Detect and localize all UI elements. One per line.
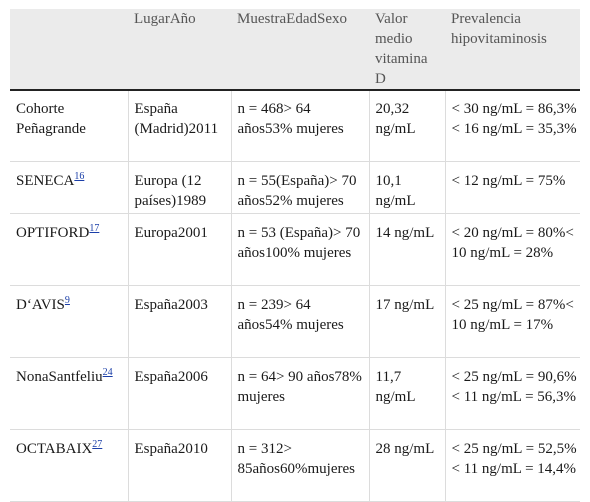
prevalencia-cell: < 25 ng/mL = 90,6%< 11 ng/mL = 56,3% bbox=[444, 357, 580, 430]
lugar-cell: Europa2001 bbox=[127, 213, 231, 286]
table-row: OCTABAIX27 España2010 n = 312> 85años60%… bbox=[10, 429, 580, 502]
table-row: OPTIFORD17 Europa2001 n = 53 (España)> 7… bbox=[10, 213, 580, 286]
reference-link[interactable]: 16 bbox=[74, 171, 85, 182]
header-row: LugarAño MuestraEdadSexo Valor medio vit… bbox=[10, 9, 580, 90]
header-prevalencia: Prevalencia hipovitaminosis bbox=[451, 11, 547, 47]
muestra-cell: n = 55(España)> 70 años52% mujeres bbox=[230, 161, 369, 214]
valor-cell: 10,1 ng/mL bbox=[368, 161, 445, 214]
table-row: SENECA16 Europa (12 países)1989 n = 55(E… bbox=[10, 161, 580, 214]
prevalencia-cell: < 12 ng/mL = 75% bbox=[444, 161, 580, 214]
table-row: Cohorte Peñagrande España (Madrid)2011 n… bbox=[10, 90, 580, 162]
study-name: D‘AVIS bbox=[16, 297, 65, 313]
header-valor-medio: Valor medio vitamina D bbox=[375, 11, 428, 87]
prevalencia-cell: < 30 ng/mL = 86,3%< 16 ng/mL = 35,3% bbox=[444, 90, 580, 162]
valor-cell: 17 ng/mL bbox=[368, 285, 445, 358]
valor-cell: 14 ng/mL bbox=[368, 213, 445, 286]
table-row: D‘AVIS9 España2003 n = 239> 64 años54% m… bbox=[10, 285, 580, 358]
lugar-cell: Europa (12 países)1989 bbox=[127, 161, 231, 214]
lugar-cell: España2006 bbox=[127, 357, 231, 430]
lugar-cell: España2010 bbox=[127, 429, 231, 502]
study-cell: Cohorte Peñagrande bbox=[10, 90, 128, 162]
valor-cell: 20,32 ng/mL bbox=[368, 90, 445, 162]
lugar-cell: España (Madrid)2011 bbox=[127, 90, 231, 162]
valor-cell: 28 ng/mL bbox=[368, 429, 445, 502]
prevalencia-cell: < 20 ng/mL = 80%< 10 ng/mL = 28% bbox=[444, 213, 580, 286]
vitamin-d-studies-table: LugarAño MuestraEdadSexo Valor medio vit… bbox=[10, 9, 580, 502]
muestra-cell: n = 64> 90 años78% mujeres bbox=[230, 357, 369, 430]
valor-cell: 11,7 ng/mL bbox=[368, 357, 445, 430]
table-body: Cohorte Peñagrande España (Madrid)2011 n… bbox=[10, 90, 580, 502]
header-muestra-edad-sexo: MuestraEdadSexo bbox=[237, 11, 347, 27]
study-cell: NonaSantfeliu24 bbox=[10, 358, 128, 430]
table-row: NonaSantfeliu24 España2006 n = 64> 90 añ… bbox=[10, 357, 580, 430]
reference-link[interactable]: 27 bbox=[92, 439, 103, 450]
table-header: LugarAño MuestraEdadSexo Valor medio vit… bbox=[10, 9, 580, 90]
muestra-cell: n = 53 (España)> 70 años100% mujeres bbox=[230, 213, 369, 286]
study-cell: SENECA16 bbox=[10, 162, 128, 214]
muestra-cell: n = 239> 64 años54% mujeres bbox=[230, 285, 369, 358]
muestra-cell: n = 468> 64 años53% mujeres bbox=[230, 90, 369, 162]
reference-link[interactable]: 9 bbox=[64, 295, 70, 306]
lugar-cell: España2003 bbox=[127, 285, 231, 358]
study-cell: OPTIFORD17 bbox=[10, 214, 128, 286]
header-lugar-ano: LugarAño bbox=[134, 11, 196, 27]
study-name: SENECA bbox=[16, 173, 75, 189]
study-name: OCTABAIX bbox=[16, 441, 93, 457]
study-name: OPTIFORD bbox=[16, 225, 90, 241]
study-name: Cohorte Peñagrande bbox=[16, 101, 86, 137]
prevalencia-cell: < 25 ng/mL = 87%< 10 ng/mL = 17% bbox=[444, 285, 580, 358]
prevalencia-cell: < 25 ng/mL = 52,5%< 11 ng/mL = 14,4% bbox=[444, 429, 580, 502]
reference-link[interactable]: 24 bbox=[102, 367, 113, 378]
study-name: NonaSantfeliu bbox=[16, 369, 103, 385]
header-study bbox=[10, 9, 128, 90]
muestra-cell: n = 312> 85años60%mujeres bbox=[230, 429, 369, 502]
reference-link[interactable]: 17 bbox=[89, 223, 100, 234]
study-cell: OCTABAIX27 bbox=[10, 430, 128, 502]
study-cell: D‘AVIS9 bbox=[10, 286, 128, 358]
